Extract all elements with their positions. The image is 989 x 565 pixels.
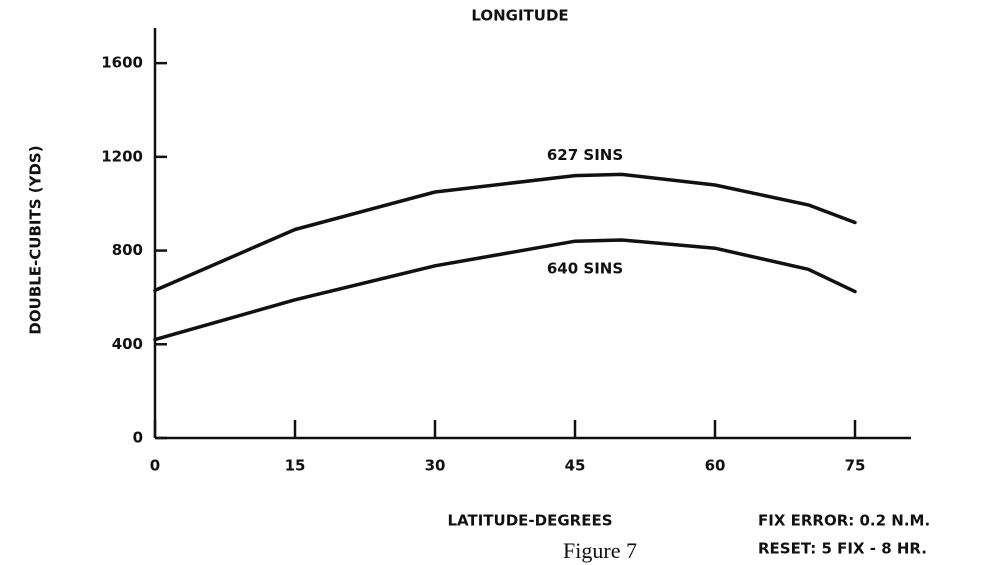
x-tick-label: 15: [285, 457, 306, 475]
caption: Figure 7: [563, 538, 637, 563]
series-label: 640 SINS: [547, 260, 623, 278]
line-series: [153, 238, 857, 342]
x-tick-label: 75: [845, 457, 866, 475]
annotation: RESET: 5 FIX - 8 HR.: [758, 540, 927, 558]
x-tick-label: 30: [425, 457, 446, 475]
y-tick-label: 1200: [101, 147, 143, 165]
annotation: FIX ERROR: 0.2 N.M.: [758, 512, 930, 530]
y-axis-label: DOUBLE-CUBITS (YDS): [27, 145, 45, 334]
series-label: 627 SINS: [547, 146, 623, 164]
x-axis-label: LATITUDE-DEGREES: [447, 512, 612, 530]
x-tick-label: 60: [705, 457, 726, 475]
x-tick-label: 0: [150, 457, 160, 475]
y-tick-label: 0: [133, 429, 143, 447]
y-tick-label: 400: [112, 335, 143, 353]
y-tick-label: 1600: [101, 54, 143, 72]
line-series: [153, 172, 857, 293]
y-tick-label: 800: [112, 241, 143, 259]
chart-title: LONGITUDE: [471, 7, 568, 25]
x-tick-label: 45: [565, 457, 586, 475]
